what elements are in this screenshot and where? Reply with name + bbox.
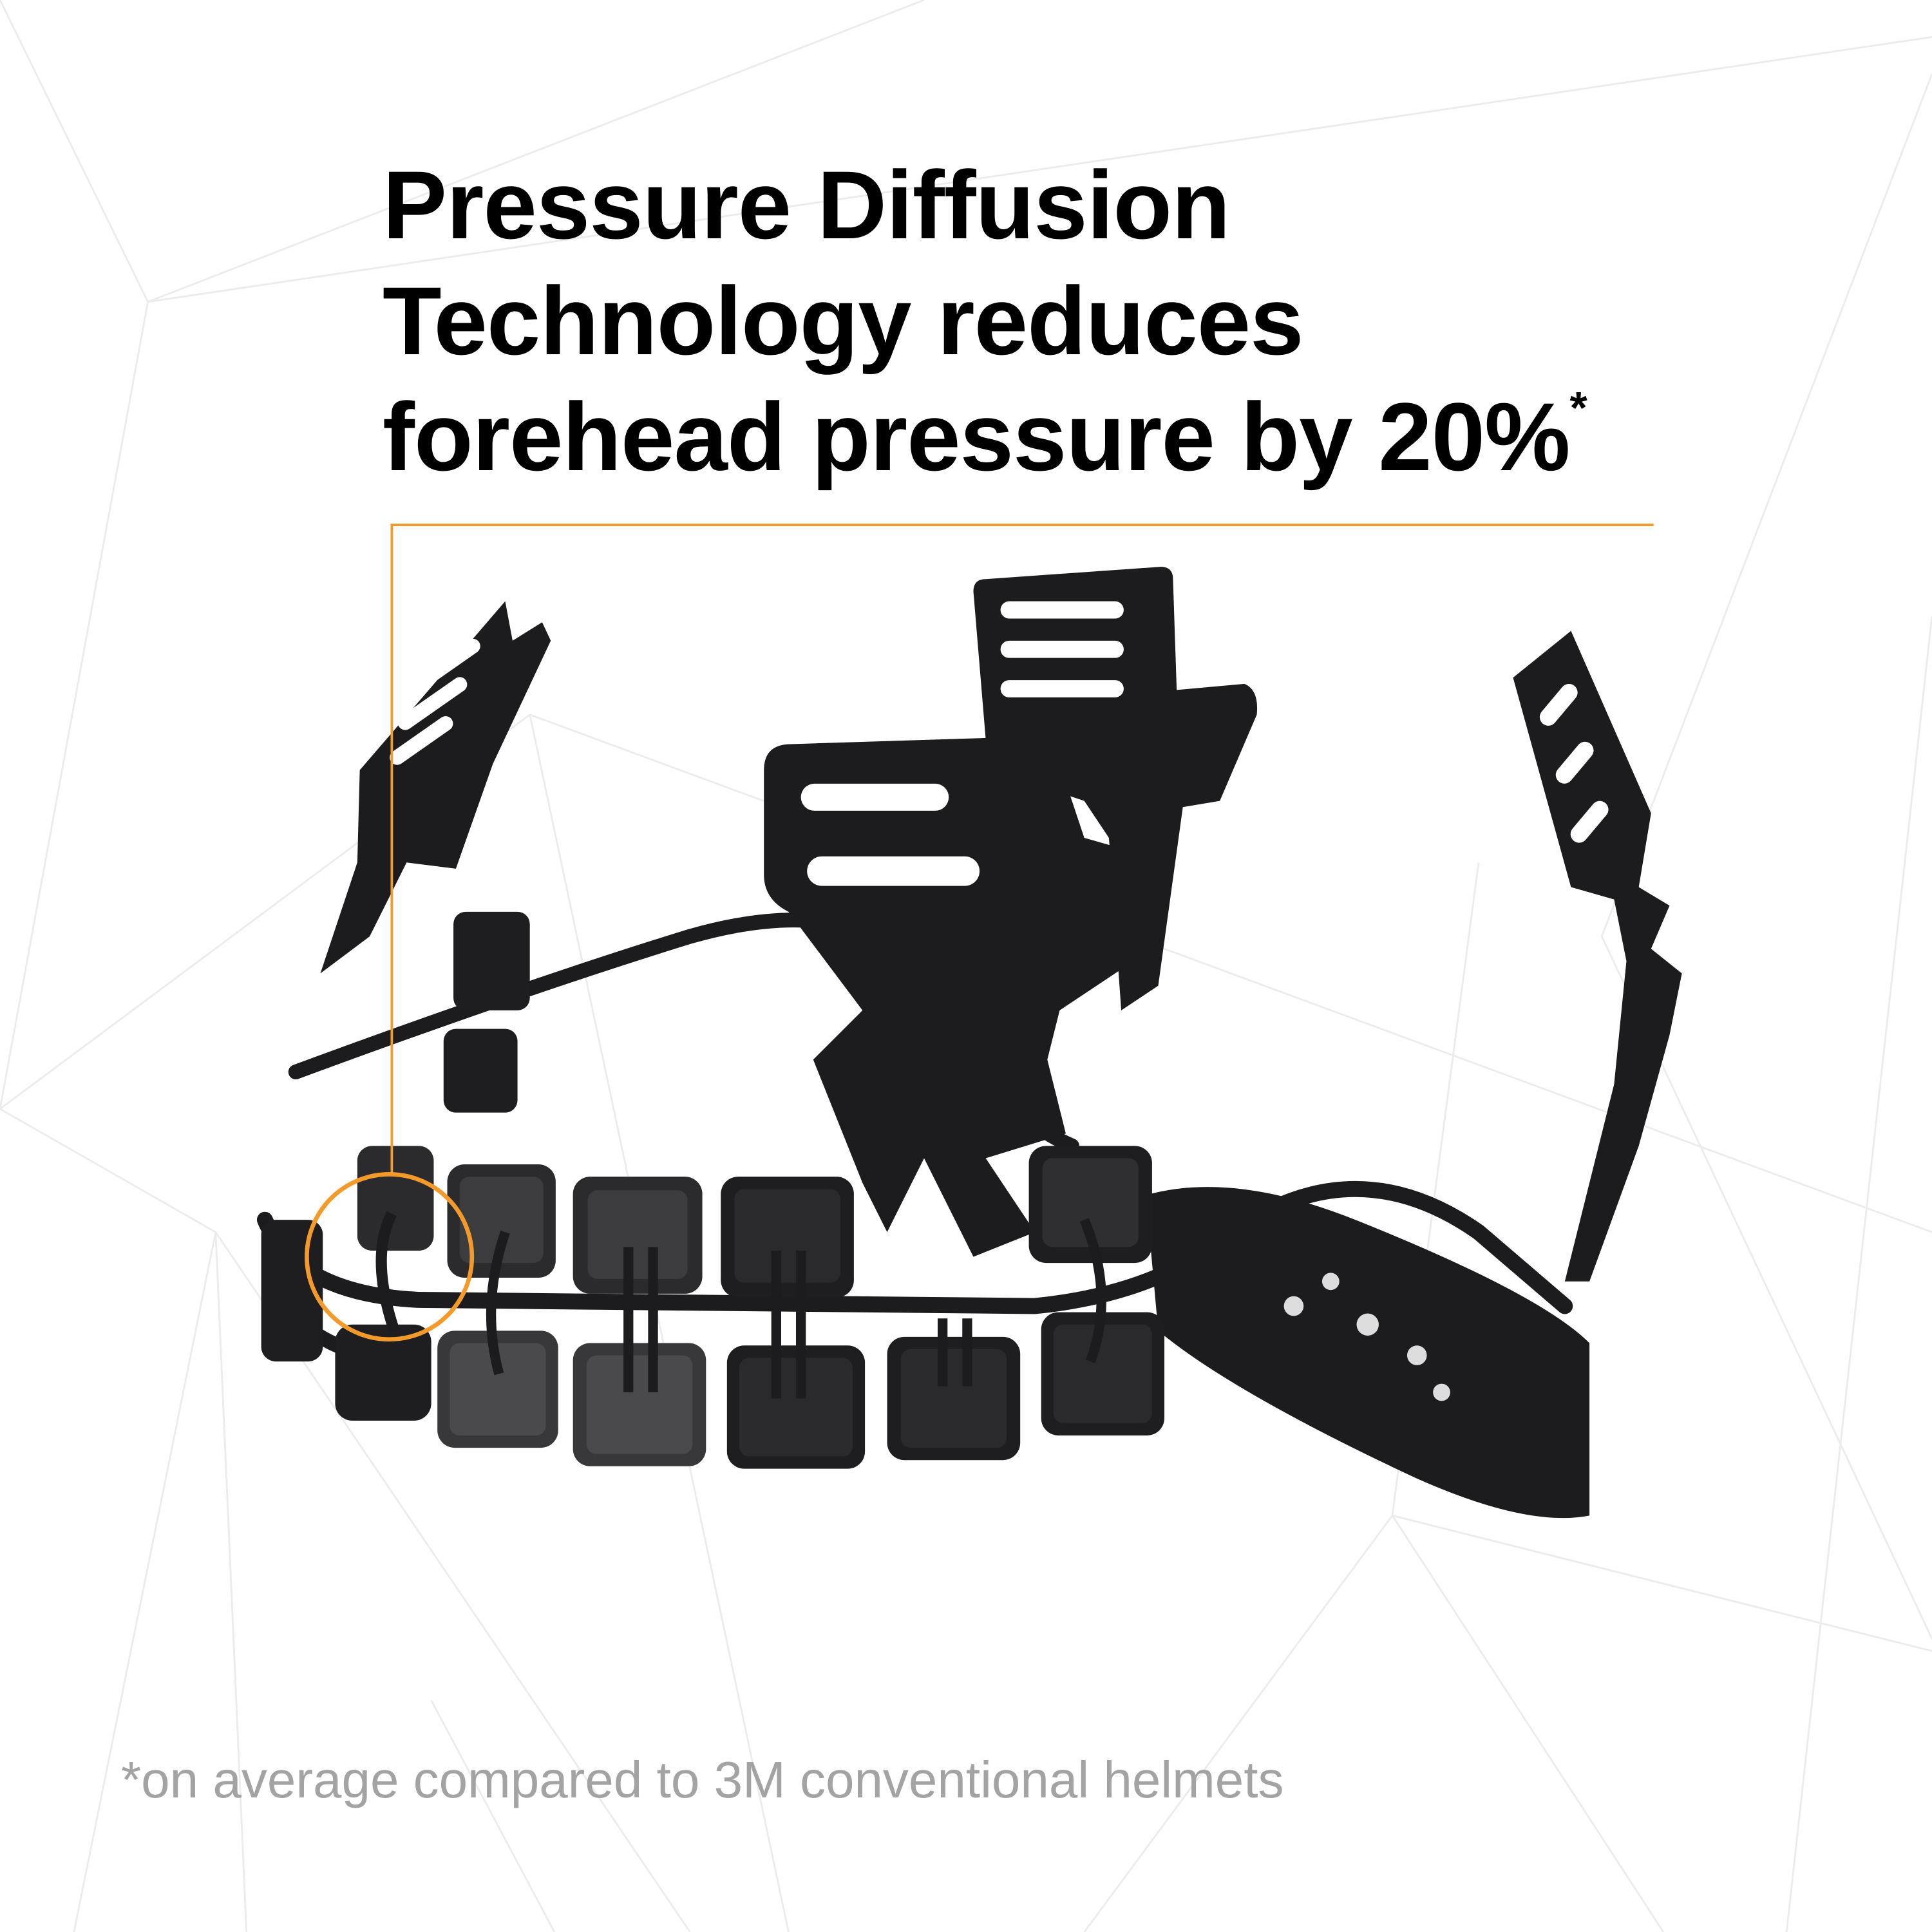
highlight-circle [305,1171,475,1342]
left-tab [320,601,551,974]
pad [443,1028,518,1113]
rear-cushion [1146,1187,1590,1519]
main-band [256,1181,1573,1314]
callout-leader [305,524,1654,1342]
bottom-pad-row [261,1220,1165,1469]
pad [573,1343,706,1466]
right-tab [1513,630,1682,1282]
footnote-marker: * [1569,383,1587,433]
footnote: *on average compared to 3M conventional … [121,1751,1284,1808]
pad [335,1324,431,1421]
pad [887,1336,1021,1461]
pad [447,1164,556,1278]
pad [721,1177,854,1298]
pad [437,1331,558,1448]
pad [357,1146,434,1251]
pad [726,1345,866,1469]
pad [1028,1146,1152,1264]
headline: Pressure Diffusion Technology reduces fo… [383,147,1587,495]
headline-line-1: Pressure Diffusion [383,151,1231,259]
headline-line-2: Technology reduces [383,267,1304,375]
headline-line-3-text: forehead pressure by 20% [383,383,1570,491]
headline-line-3: forehead pressure by 20%* [383,379,1587,495]
pad [453,911,530,1010]
pad [1041,1312,1165,1435]
back-tab [973,567,1258,1010]
top-pad-row [357,911,1152,1298]
pad [573,1177,703,1294]
